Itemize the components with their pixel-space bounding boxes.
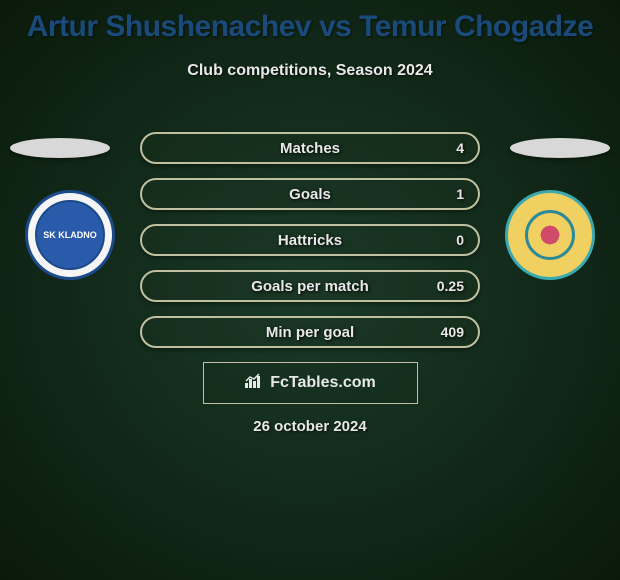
date-label: 26 october 2024 [0,418,620,435]
stat-label: Matches [280,140,340,157]
stat-label: Min per goal [266,324,354,341]
club-crest-left-label: SK KLADNO [35,200,105,270]
stats-list: Matches 4 Goals 1 Hattricks 0 Goals per … [140,132,480,362]
subtitle: Club competitions, Season 2024 [0,62,620,80]
stat-row-mpg: Min per goal 409 [140,316,480,348]
stat-row-goals: Goals 1 [140,178,480,210]
stat-right-value: 0 [456,232,464,248]
stat-row-matches: Matches 4 [140,132,480,164]
source-badge: FcTables.com [203,362,418,404]
comparison-area: SK KLADNO Matches 4 Goals 1 Hattricks 0 … [0,110,620,350]
source-label: FcTables.com [270,374,376,392]
club-crest-right-inner [525,210,575,260]
player-right-marker [510,138,610,158]
stat-label: Goals per match [251,278,369,295]
stat-right-value: 1 [456,186,464,202]
stat-label: Goals [289,186,331,203]
stat-label: Hattricks [278,232,342,249]
club-crest-left: SK KLADNO [25,190,115,280]
stat-right-value: 4 [456,140,464,156]
player-left-marker [10,138,110,158]
page-title: Artur Shushenachev vs Temur Chogadze [0,0,620,44]
chart-icon [244,373,264,394]
stat-right-value: 409 [441,324,464,340]
stat-right-value: 0.25 [437,278,464,294]
stat-row-gpm: Goals per match 0.25 [140,270,480,302]
stat-row-hattricks: Hattricks 0 [140,224,480,256]
club-crest-right [505,190,595,280]
